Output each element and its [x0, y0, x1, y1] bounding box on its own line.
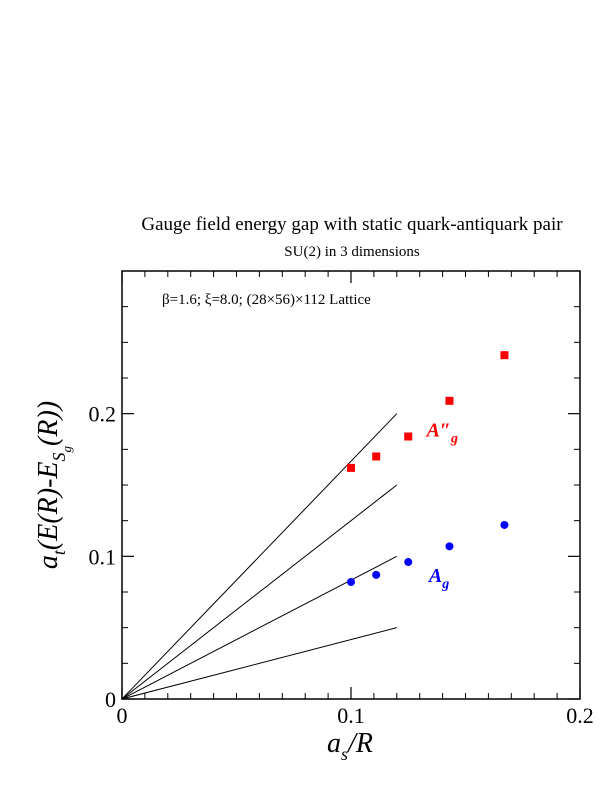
reference-line [121, 555, 398, 700]
x-tick-label: 0.2 [566, 703, 594, 728]
series-0-point [404, 432, 413, 441]
reference-lines [121, 413, 398, 700]
series-1-point [500, 520, 509, 529]
reference-line [121, 484, 398, 700]
y-axis-label-tail: (R)) [33, 401, 64, 446]
tick-labels: 0 0.1 0.2 0 0.1 0.2 [89, 402, 594, 728]
minor-ticks [122, 270, 580, 699]
series-1-point [347, 578, 355, 587]
x-tick-label: 0 [117, 703, 128, 728]
plot-frame [121, 270, 581, 700]
y-axis-label-sub3: g [59, 445, 74, 452]
reference-line [121, 413, 398, 700]
x-axis-label-sub: s [341, 744, 348, 764]
series-1-point [404, 558, 413, 567]
chart-title: Gauge field energy gap with static quark… [141, 214, 563, 235]
y-tick-label: 0 [105, 687, 116, 712]
x-axis-label-main: a [327, 728, 341, 759]
y-axis-label: at(E(R)-ESg(R)) [33, 401, 74, 569]
y-axis-label-sub: t [49, 549, 69, 555]
series-0-point [445, 396, 454, 405]
chart-subtitle: SU(2) in 3 dimensions [284, 244, 420, 260]
x-axis-label: as/R [327, 728, 373, 764]
series-1-point [372, 570, 381, 579]
series-1-label: Ag [427, 565, 449, 592]
series-0-point [347, 463, 355, 472]
major-ticks [121, 271, 581, 700]
reference-line [121, 627, 397, 700]
series-0-label: A″g [425, 419, 458, 446]
x-axis-label-rest: /R [346, 728, 373, 759]
series-0-point [500, 351, 509, 360]
y-axis-label-rest: (E(R)-E [33, 461, 64, 550]
y-tick-label: 0.1 [89, 544, 117, 569]
y-axis-label-main: a [33, 555, 64, 569]
x-tick-label: 0.1 [337, 703, 365, 728]
series-1-point [445, 542, 454, 551]
chart-annotation: β=1.6; ξ=8.0; (28×56)×112 Lattice [162, 292, 371, 308]
y-tick-label: 0.2 [89, 402, 117, 427]
data-markers [347, 351, 509, 587]
series-0-point [372, 452, 381, 461]
y-axis-label-sub2: S [49, 452, 69, 461]
series-labels: A″g Ag [425, 419, 458, 592]
